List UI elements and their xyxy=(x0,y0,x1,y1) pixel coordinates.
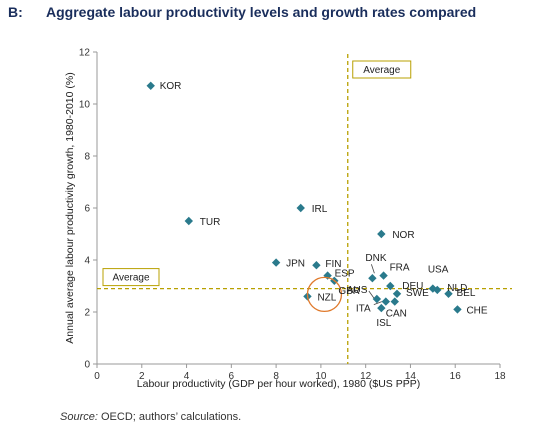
point-fin xyxy=(312,261,321,270)
source-label: Source: xyxy=(60,411,98,423)
point-label-swe: SWE xyxy=(406,288,429,299)
scatter-chart: 0 2 4 6 8 10 12 0 2 4 6 8 10 12 14 16 18 AverageAverage … xyxy=(64,48,512,390)
y-axis-label: Annual average labour productivity growt… xyxy=(64,72,76,343)
source-note: Source: OECD; authors’ calculations. xyxy=(60,411,241,423)
leader-aus xyxy=(368,290,375,299)
x-tick-label: 6 xyxy=(229,371,235,382)
point-label-irl: IRL xyxy=(312,204,328,215)
point-fra xyxy=(379,271,388,280)
point-label-usa: USA xyxy=(428,265,449,276)
data-points xyxy=(146,81,462,314)
point-label-jpn: JPN xyxy=(286,259,305,270)
x-axis-label: Labour productivity (GDP per hour worked… xyxy=(137,378,420,390)
point-label-fra: FRA xyxy=(390,263,410,274)
point-label-deu: DEU xyxy=(402,281,423,292)
point-label-can: CAN xyxy=(386,309,407,320)
point-label-nzl: NZL xyxy=(317,292,336,303)
average-guides: Average Average xyxy=(97,54,512,364)
y-tick-label: 0 xyxy=(84,360,90,371)
point-label-fin: FIN xyxy=(325,259,341,270)
x-tick-label: 18 xyxy=(494,371,506,382)
chart-axes: 0 2 4 6 8 10 12 0 2 4 6 8 10 12 14 16 18 xyxy=(79,48,506,383)
point-irl xyxy=(296,203,305,213)
point-ita xyxy=(381,297,391,306)
point-isl xyxy=(377,303,386,313)
point-label-aus: AUS xyxy=(347,285,368,296)
point-bel xyxy=(444,289,453,298)
point-label-bel: BEL xyxy=(457,288,476,299)
x-tick-label: 0 xyxy=(94,371,100,382)
point-label-esp: ESP xyxy=(335,269,355,280)
point-label-ita: ITA xyxy=(356,304,371,315)
point-label-dnk: DNK xyxy=(365,253,386,264)
point-che xyxy=(453,305,462,314)
y-tick-label: 8 xyxy=(84,152,90,163)
x-tick-label: 10 xyxy=(315,371,327,382)
leader-dnk xyxy=(371,264,375,274)
average-x-box xyxy=(352,60,412,79)
point-label-gbr: GBR xyxy=(338,286,360,297)
average-x-label: Average xyxy=(363,65,401,76)
x-tick-label: 14 xyxy=(405,371,417,382)
point-dnk xyxy=(368,274,377,283)
point-label-tur: TUR xyxy=(200,217,221,228)
point-label-nld: NLD xyxy=(447,283,467,294)
point-kor xyxy=(146,81,155,90)
y-tick-label: 10 xyxy=(79,100,91,111)
chart-title: Aggregate labour productivity levels and… xyxy=(46,4,477,20)
average-y-box xyxy=(102,268,160,287)
point-label-kor: KOR xyxy=(160,81,182,92)
point-can xyxy=(390,297,399,306)
point-tur xyxy=(184,216,193,226)
point-jpn xyxy=(271,258,281,267)
y-tick-label: 2 xyxy=(84,308,90,319)
point-label-nor: NOR xyxy=(392,230,414,241)
point-label-che: CHE xyxy=(466,305,487,316)
x-tick-label: 8 xyxy=(273,371,279,382)
x-tick-label: 12 xyxy=(360,371,372,382)
leader-ita xyxy=(373,301,382,305)
panel-letter: B: xyxy=(8,4,23,20)
highlight-circle xyxy=(306,276,343,313)
x-tick-label: 2 xyxy=(139,371,145,382)
panel-title: B: Aggregate labour productivity levels a… xyxy=(8,4,548,24)
x-tick-label: 4 xyxy=(184,371,190,382)
point-deu xyxy=(386,281,395,291)
x-tick-label: 16 xyxy=(450,371,462,382)
y-tick-label: 12 xyxy=(79,48,91,59)
point-nld xyxy=(433,285,442,295)
source-text: OECD; authors’ calculations. xyxy=(100,411,242,423)
point-aus xyxy=(372,294,382,304)
point-swe xyxy=(392,289,402,298)
y-tick-label: 6 xyxy=(84,204,90,215)
point-nor xyxy=(377,229,386,239)
point-label-isl: ISL xyxy=(376,318,391,329)
average-y-label: Average xyxy=(112,273,150,284)
y-tick-label: 4 xyxy=(84,256,90,267)
